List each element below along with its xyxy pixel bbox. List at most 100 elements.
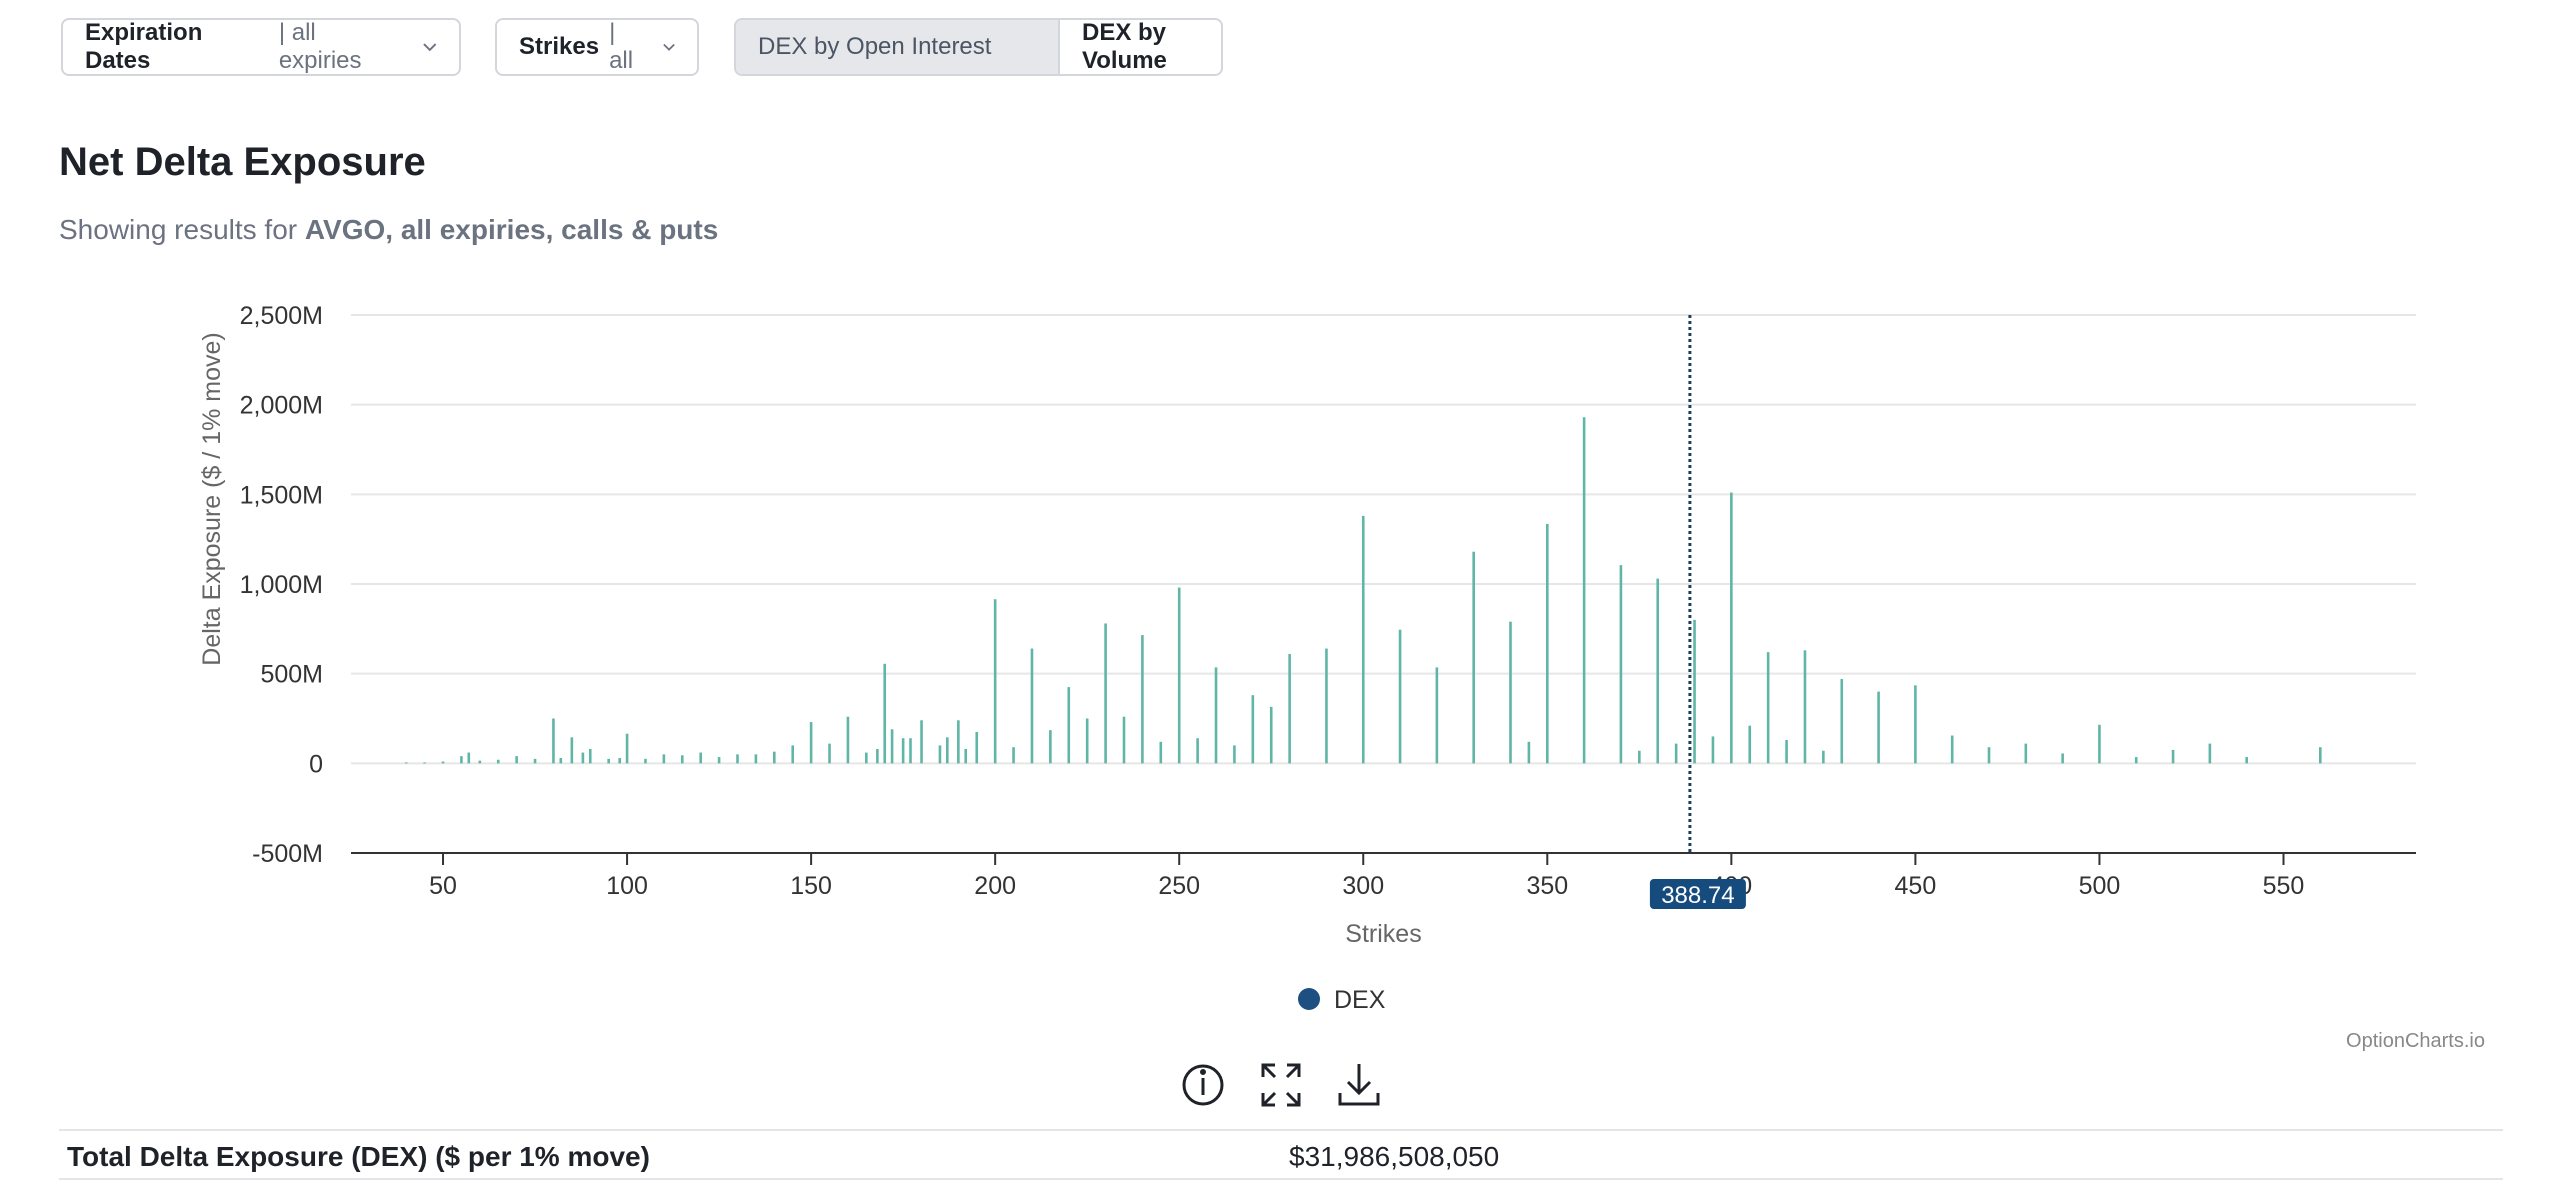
- bar: [1288, 653, 1291, 764]
- bar: [1472, 551, 1475, 764]
- bar: [478, 760, 482, 764]
- bar: [717, 757, 721, 764]
- bar: [1656, 578, 1660, 764]
- subtitle-text: Showing results for: [59, 214, 298, 245]
- bar: [2134, 757, 2138, 764]
- bar: [441, 761, 445, 764]
- bar: [1067, 687, 1071, 764]
- bar: [1141, 635, 1144, 764]
- bar: [1177, 587, 1181, 764]
- bar: [423, 762, 426, 764]
- toggle-option[interactable]: DEX by Open Interest: [736, 20, 1060, 74]
- bar: [1049, 730, 1052, 764]
- bar: [1766, 652, 1770, 764]
- bar: [552, 718, 555, 764]
- bar: [1914, 685, 1917, 764]
- bar: [581, 752, 585, 764]
- bar: [975, 731, 979, 764]
- bar: [2318, 747, 2322, 764]
- bar: [920, 720, 923, 764]
- x-tick-label: 450: [1895, 872, 1937, 900]
- dropdown-label: Strikes: [519, 33, 600, 60]
- bar: [909, 738, 912, 764]
- bar: [404, 762, 408, 764]
- summary-value: $31,986,508,050: [1289, 1141, 1500, 1172]
- y-axis-label: Delta Exposure ($ / 1% move): [198, 332, 226, 665]
- bar: [1546, 523, 1549, 764]
- bar: [570, 737, 574, 764]
- subtitle: Showing results for AVGO, all expiries, …: [59, 214, 718, 246]
- bar: [993, 599, 997, 764]
- bar: [1693, 619, 1696, 764]
- bar: [1748, 725, 1752, 764]
- y-tick-label: -500M: [252, 840, 323, 868]
- bar: [1987, 747, 1991, 764]
- x-tick-label: 250: [1158, 872, 1200, 900]
- bar: [1674, 743, 1678, 764]
- bar: [754, 754, 758, 764]
- bar: [1030, 648, 1034, 764]
- download-icon[interactable]: [1338, 1064, 1380, 1106]
- bar: [1785, 740, 1788, 764]
- toggle-option[interactable]: DEX by Volume: [1082, 19, 1167, 74]
- x-tick-label: 350: [1526, 872, 1568, 900]
- bar: [1711, 736, 1715, 764]
- bar: [876, 748, 879, 764]
- bar: [1619, 565, 1623, 764]
- bar: [865, 752, 868, 764]
- bar: [1361, 515, 1365, 764]
- bar: [618, 757, 622, 764]
- bar: [588, 748, 592, 764]
- dropdown-label: Expiration Dates: [85, 19, 203, 74]
- bar: [607, 758, 610, 764]
- bar: [2098, 724, 2101, 764]
- dropdown-value: | all expiries: [278, 19, 362, 74]
- x-tick-label: 550: [2263, 872, 2305, 900]
- chevron: [663, 43, 675, 51]
- legend-marker: [1298, 988, 1320, 1010]
- bar: [467, 752, 471, 764]
- bar: [938, 745, 942, 764]
- x-tick-label: 100: [606, 872, 648, 900]
- bar: [2208, 743, 2212, 764]
- bar: [1398, 629, 1402, 764]
- expiration-dropdown[interactable]: Expiration Dates | all expiries: [61, 18, 461, 76]
- bar: [2171, 749, 2175, 764]
- bar: [846, 716, 850, 764]
- summary-row: Total Delta Exposure (DEX) ($ per 1% mov…: [59, 1129, 2503, 1180]
- bar: [1325, 648, 1328, 764]
- x-tick-label: 300: [1342, 872, 1384, 900]
- y-tick-label: 1,000M: [240, 571, 323, 599]
- credit: OptionCharts.io: [2346, 1030, 2485, 1052]
- bar: [1730, 492, 1733, 764]
- bar: [625, 733, 629, 764]
- title: Net Delta Exposure: [59, 140, 426, 184]
- bar: [791, 745, 795, 764]
- bar: [699, 752, 702, 764]
- strikes-dropdown[interactable]: Strikes | all: [495, 18, 699, 76]
- bar: [1638, 750, 1641, 764]
- fullscreen-icon[interactable]: [1261, 1063, 1301, 1107]
- bar: [1104, 623, 1107, 764]
- bar: [1877, 691, 1880, 764]
- bar: [1840, 679, 1844, 764]
- bar: [1582, 417, 1586, 764]
- bar: [533, 758, 537, 764]
- legend-label: DEX: [1334, 986, 1386, 1014]
- bar: [1822, 750, 1825, 764]
- y-tick-label: 2,000M: [240, 392, 323, 420]
- bar: [1012, 747, 1015, 764]
- bar: [644, 758, 647, 764]
- bar: [1196, 738, 1199, 764]
- bar: [1435, 667, 1439, 764]
- info-icon[interactable]: [1182, 1064, 1224, 1106]
- bar: [957, 720, 960, 764]
- bar: [2245, 757, 2248, 764]
- icons: [1182, 1063, 1380, 1107]
- bar: [2061, 753, 2064, 764]
- bar: [662, 754, 666, 764]
- bar: [559, 757, 563, 764]
- bar: [1214, 667, 1218, 764]
- bar: [515, 756, 518, 764]
